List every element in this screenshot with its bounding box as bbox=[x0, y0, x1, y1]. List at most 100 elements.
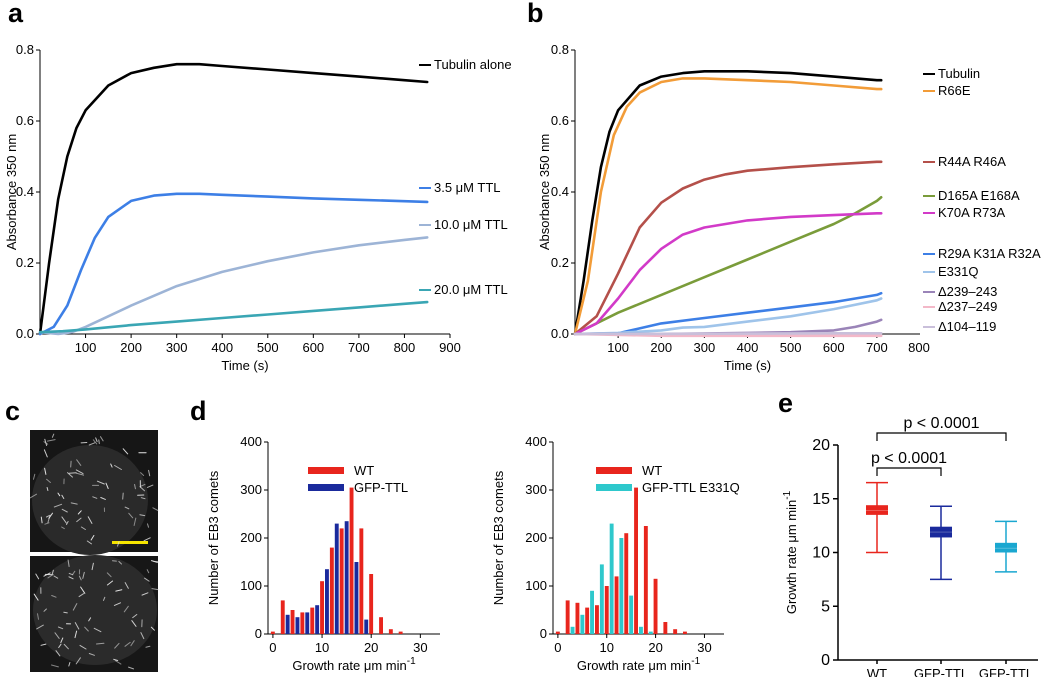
comet-streak bbox=[140, 632, 145, 640]
x-tick-label: 20 bbox=[364, 640, 378, 655]
eb3-comet-streaks bbox=[29, 433, 160, 670]
comet-streak bbox=[100, 436, 104, 442]
comet-streak bbox=[63, 611, 68, 614]
comet-streak bbox=[68, 572, 74, 576]
series-line-20-0-m-ttl bbox=[38, 300, 429, 334]
series-label-tubulin-alone: Tubulin alone bbox=[434, 57, 512, 72]
legend-swatch-gfp-ttl bbox=[308, 484, 344, 491]
x-tick-label: 500 bbox=[257, 340, 279, 355]
significance-bracket bbox=[876, 432, 1007, 441]
category-label-wt: WT bbox=[867, 666, 887, 677]
comet-streak bbox=[96, 642, 105, 645]
x-tick-label: 400 bbox=[211, 340, 233, 355]
comet-streak bbox=[148, 469, 151, 477]
x-tick-label: 0 bbox=[554, 640, 561, 655]
comet-streak bbox=[74, 630, 78, 639]
comet-streak bbox=[58, 643, 62, 648]
histogram-bar-wt bbox=[320, 581, 324, 634]
x-tick-label: 30 bbox=[697, 640, 711, 655]
comet-streak bbox=[139, 483, 146, 487]
comet-streak bbox=[146, 569, 150, 574]
x-tick-label: 100 bbox=[75, 340, 97, 355]
legend-swatch-wt bbox=[308, 467, 344, 474]
comet-streak bbox=[140, 472, 145, 476]
y-axis-label-superscript: -1 bbox=[782, 490, 793, 499]
histogram-bar-wt bbox=[614, 576, 619, 634]
comet-streak bbox=[67, 472, 73, 478]
x-tick-label: 10 bbox=[315, 640, 329, 655]
comet-streak bbox=[146, 484, 154, 488]
box-gfp-ttl bbox=[930, 526, 952, 538]
y-tick-label: 0.2 bbox=[551, 255, 569, 270]
comet-streak bbox=[103, 596, 106, 601]
y-tick-label: 100 bbox=[240, 578, 262, 593]
comet-streak bbox=[131, 620, 137, 627]
comet-streak bbox=[57, 492, 61, 497]
comet-streak bbox=[141, 592, 149, 596]
comet-streak bbox=[76, 459, 82, 466]
series-label-e331q: E331Q bbox=[938, 264, 978, 279]
comet-streak bbox=[96, 480, 105, 485]
comet-streak bbox=[80, 526, 86, 530]
y-tick-label: 400 bbox=[240, 434, 262, 449]
comet-streak bbox=[44, 467, 47, 475]
x-tick-label: 30 bbox=[413, 640, 427, 655]
y-tick-label: 10 bbox=[812, 545, 830, 562]
comet-streak bbox=[90, 535, 95, 541]
comet-streak bbox=[75, 469, 84, 475]
panel-label-d: d bbox=[190, 396, 207, 426]
histogram-bar-wt bbox=[565, 600, 570, 634]
comet-streak bbox=[82, 571, 85, 579]
comet-streak bbox=[88, 617, 92, 622]
comet-streak bbox=[147, 523, 149, 528]
comet-streak bbox=[46, 439, 56, 442]
legend-label-wt: WT bbox=[642, 463, 662, 478]
comet-streak bbox=[80, 586, 86, 594]
x-tick-label: 300 bbox=[694, 340, 716, 355]
series-line-d165a-e168a bbox=[573, 196, 883, 336]
comet-streak bbox=[123, 605, 129, 613]
chart-a: 100 200 300 400 500 600 700 800 900 0.0 0.2 0.4 0.6 0… bbox=[4, 42, 512, 373]
series-label-10-0-m-ttl: 10.0 μM TTL bbox=[434, 217, 508, 232]
comet-streak bbox=[114, 465, 122, 470]
histogram-bar-wt bbox=[683, 631, 687, 634]
comet-streak bbox=[53, 503, 63, 508]
histogram-bar-gfp-ttl bbox=[354, 562, 359, 634]
histogram-bar-wt bbox=[329, 547, 334, 634]
comet-streak bbox=[151, 588, 160, 591]
comet-streak bbox=[86, 540, 92, 545]
histogram-bar-wt bbox=[339, 528, 344, 634]
x-tick-label: 400 bbox=[737, 340, 759, 355]
histogram-bar-gfp-ttl-e331q bbox=[619, 538, 624, 634]
histogram-bar-wt bbox=[379, 617, 383, 634]
series-label-20-0-m-ttl: 20.0 μM TTL bbox=[434, 282, 508, 297]
y-tick-label: 15 bbox=[812, 491, 830, 508]
comet-streak bbox=[61, 494, 65, 499]
comet-streak bbox=[43, 572, 51, 577]
x-tick-label-extra: 800 bbox=[908, 340, 930, 355]
x-tick-label: 700 bbox=[348, 340, 370, 355]
x-tick-label: 300 bbox=[166, 340, 188, 355]
y-tick-label: 100 bbox=[525, 578, 547, 593]
y-tick-label: 300 bbox=[240, 482, 262, 497]
x-axis-label: Growth rate μm min-1 bbox=[292, 656, 416, 673]
comet-streak bbox=[35, 573, 40, 580]
comet-streak bbox=[88, 442, 96, 446]
comet-streak bbox=[105, 482, 109, 489]
x-tick-label: 500 bbox=[780, 340, 802, 355]
panel-label-b: b bbox=[527, 0, 544, 28]
comet-streak bbox=[75, 472, 85, 476]
histogram-bar-gfp-ttl-e331q bbox=[599, 564, 604, 634]
series-label-tubulin: Tubulin bbox=[938, 66, 980, 81]
histogram-bar-gfp-ttl-e331q bbox=[609, 523, 614, 634]
histogram-bar-wt bbox=[653, 578, 658, 634]
histogram-bar-gfp-ttl bbox=[295, 617, 300, 634]
y-axis-label: Number of EB3 comets bbox=[491, 470, 506, 605]
x-tick-label: 600 bbox=[302, 340, 324, 355]
comet-streak bbox=[55, 650, 61, 657]
x-axis-label-text: Growth rate μm min bbox=[577, 658, 691, 673]
comet-streak bbox=[77, 510, 82, 515]
